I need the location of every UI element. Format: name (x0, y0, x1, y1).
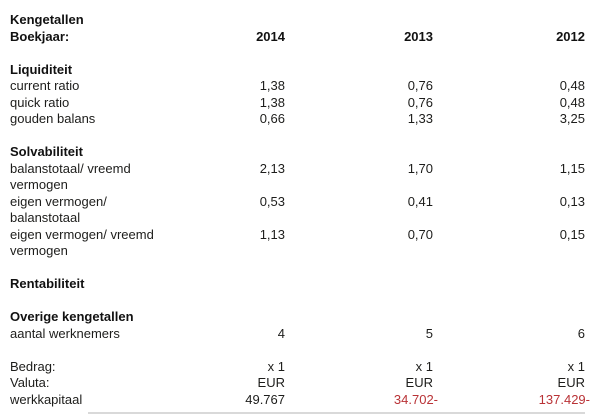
value-2012-negative: 137.429- (538, 391, 590, 407)
value-2014: 2,13 (259, 160, 285, 176)
row-label: eigen vermogen/ vreemd vermogen (10, 226, 154, 259)
value-2013: 1,33 (407, 111, 433, 126)
year-header-2012: 2012 (556, 28, 585, 44)
value-2013: 5 (425, 325, 433, 341)
value-2014: EUR (257, 375, 285, 390)
spacer (10, 342, 585, 359)
value-2014: 1,13 (259, 226, 285, 242)
spacer (10, 128, 585, 145)
row-label: current ratio (10, 78, 80, 93)
row-label: aantal werknemers (10, 325, 120, 341)
value-2013: x 1 (415, 358, 433, 374)
spacer (10, 45, 585, 62)
value-2014: x 1 (267, 358, 285, 374)
spacer (10, 260, 585, 277)
value-2014: 0,66 (259, 111, 285, 126)
year-header-row: Boekjaar: 2014 2013 2012 (10, 29, 585, 46)
section-heading-label: Rentabiliteit (10, 276, 85, 291)
value-2013: 0,41 (407, 193, 433, 209)
value-2012: x 1 (567, 358, 585, 374)
table-row-aantal-werknemers: aantal werknemers 4 5 6 (10, 326, 585, 343)
value-2012: 0,15 (559, 226, 585, 242)
value-2012: 0,13 (559, 193, 585, 209)
value-2013: 1,70 (407, 160, 433, 176)
table-row-balanstotaal-vreemd-vermogen: balanstotaal/ vreemd vermogen 2,13 1,70 … (10, 161, 585, 194)
section-heading-liquiditeit: Liquiditeit (10, 62, 585, 79)
table-row-eigen-vermogen-balanstotaal: eigen vermogen/ balanstotaal 0,53 0,41 0… (10, 194, 585, 227)
bottom-rule (88, 412, 585, 414)
value-2012: 0,48 (559, 94, 585, 110)
table-row-gouden-balans: gouden balans 0,66 1,33 3,25 (10, 111, 585, 128)
row-label: Valuta: (10, 375, 50, 390)
value-2012: 1,15 (559, 160, 585, 176)
value-2014: 4 (277, 325, 285, 341)
value-2013-negative: 34.702- (393, 391, 438, 407)
row-label: quick ratio (10, 94, 70, 110)
row-label: eigen vermogen/ balanstotaal (10, 193, 107, 226)
value-2014: 1,38 (259, 94, 285, 110)
value-2014: 0,53 (259, 193, 285, 209)
value-2012: 6 (577, 325, 585, 341)
year-header-2013: 2013 (404, 28, 433, 44)
value-2012: 3,25 (559, 111, 585, 126)
row-label: Bedrag: (10, 358, 56, 374)
row-label: werkkapitaal (10, 391, 83, 407)
table-row-eigen-vermogen-vreemd-vermogen: eigen vermogen/ vreemd vermogen 1,13 0,7… (10, 227, 585, 260)
value-2013: EUR (405, 375, 433, 390)
section-heading-label: Solvabiliteit (10, 144, 83, 159)
table-row-current-ratio: current ratio 1,38 0,76 0,48 (10, 78, 585, 95)
value-2012: 0,48 (559, 78, 585, 93)
page-title: Kengetallen (10, 12, 84, 27)
value-2013: 0,70 (407, 226, 433, 242)
value-2012: EUR (557, 375, 585, 390)
title-row: Kengetallen (10, 12, 585, 29)
section-heading-solvabiliteit: Solvabiliteit (10, 144, 585, 161)
fiscal-year-label: Boekjaar: (10, 28, 70, 44)
table-row-bedrag: Bedrag: x 1 x 1 x 1 (10, 359, 585, 376)
year-header-2014: 2014 (256, 28, 285, 44)
table-row-quick-ratio: quick ratio 1,38 0,76 0,48 (10, 95, 585, 112)
spacer (10, 293, 585, 310)
table-row-valuta: Valuta: EUR EUR EUR (10, 375, 585, 392)
value-2013: 0,76 (407, 94, 433, 110)
section-heading-label: Overige kengetallen (10, 309, 134, 324)
value-2014: 1,38 (259, 78, 285, 93)
section-heading-label: Liquiditeit (10, 61, 73, 77)
section-heading-rentabiliteit: Rentabiliteit (10, 276, 585, 293)
value-2014: 49.767 (245, 391, 285, 407)
value-2013: 0,76 (407, 78, 433, 93)
row-label: gouden balans (10, 111, 96, 126)
section-heading-overige-kengetallen: Overige kengetallen (10, 309, 585, 326)
table-row-werkkapitaal: werkkapitaal 49.767 34.702- 137.429- (10, 391, 590, 409)
row-label: balanstotaal/ vreemd vermogen (10, 160, 131, 193)
